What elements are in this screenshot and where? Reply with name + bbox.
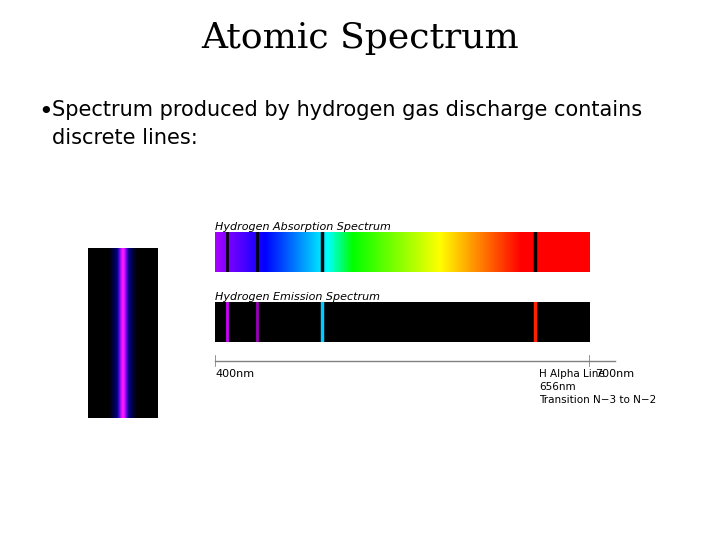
Text: Spectrum produced by hydrogen gas discharge contains
discrete lines:: Spectrum produced by hydrogen gas discha… — [52, 100, 642, 148]
Text: •: • — [38, 100, 53, 124]
Text: H Alpha Line
656nm
Transition N−3 to N−2: H Alpha Line 656nm Transition N−3 to N−2 — [539, 369, 656, 406]
Text: Hydrogen Absorption Spectrum: Hydrogen Absorption Spectrum — [215, 222, 391, 232]
Text: 700nm: 700nm — [595, 369, 634, 379]
Text: Atomic Spectrum: Atomic Spectrum — [201, 21, 519, 55]
Text: 400nm: 400nm — [215, 369, 254, 379]
Text: Hydrogen Emission Spectrum: Hydrogen Emission Spectrum — [215, 292, 380, 302]
